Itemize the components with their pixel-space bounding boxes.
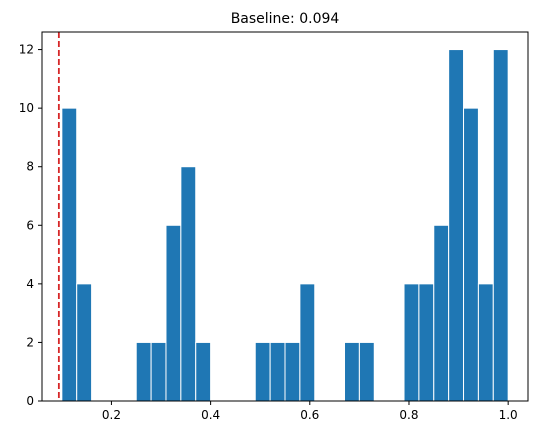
y-tick-label: 10	[19, 101, 34, 115]
y-tick-label: 6	[26, 218, 34, 232]
histogram-bar	[195, 341, 212, 402]
histogram-bar	[61, 107, 78, 402]
y-tick-label: 12	[19, 43, 34, 57]
x-tick-label: 0.2	[102, 408, 121, 422]
histogram-bar	[477, 283, 494, 402]
histogram-bar	[165, 224, 182, 402]
y-tick-label: 8	[26, 160, 34, 174]
histogram-bar	[433, 224, 450, 402]
histogram-bar	[403, 283, 420, 402]
y-tick-label: 2	[26, 335, 34, 349]
histogram-bar	[76, 283, 93, 402]
chart-title: Baseline: 0.094	[231, 11, 340, 27]
y-tick-label: 0	[26, 394, 34, 408]
histogram-bar	[150, 341, 167, 402]
x-tick-label: 1.0	[499, 408, 518, 422]
y-ticks-group: 0 2 4 6 8 10 12	[19, 43, 42, 408]
x-ticks-group: 0.2 0.4 0.6 0.8 1.0	[102, 401, 518, 422]
histogram-bar	[492, 49, 509, 402]
histogram-bar	[254, 341, 271, 402]
histogram-bar	[448, 49, 465, 402]
histogram-bar	[284, 341, 301, 402]
y-tick-label: 4	[26, 277, 34, 291]
histogram-bar	[180, 166, 197, 402]
histogram-bar	[418, 283, 435, 402]
x-tick-label: 0.6	[300, 408, 319, 422]
plot-frame	[41, 31, 529, 402]
histogram-bar	[269, 341, 286, 402]
histogram-bar	[463, 107, 479, 402]
histogram-bar	[299, 283, 316, 402]
histogram-bar	[135, 341, 152, 402]
x-tick-label: 0.8	[399, 408, 418, 422]
x-tick-label: 0.4	[201, 408, 220, 422]
histogram-bar	[344, 341, 360, 402]
axes-group	[41, 31, 529, 402]
histogram-bar	[358, 341, 375, 402]
bars-group	[61, 49, 509, 402]
